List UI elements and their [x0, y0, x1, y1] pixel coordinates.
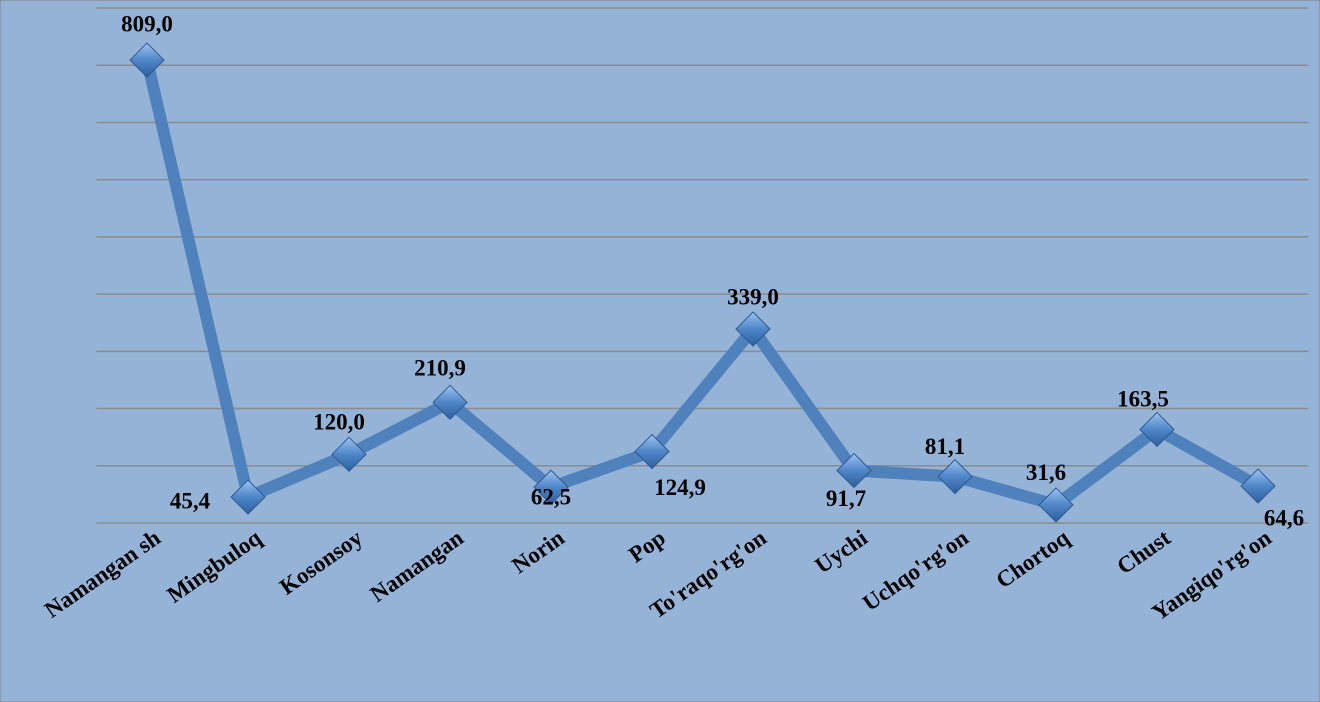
- marker: [230, 479, 266, 515]
- data-label: 31,6: [1026, 460, 1066, 485]
- marker: [1240, 468, 1276, 504]
- data-label: 124,9: [654, 475, 706, 500]
- marker: [735, 311, 771, 347]
- data-label: 91,7: [826, 486, 866, 511]
- data-label: 64,6: [1264, 505, 1304, 530]
- data-label: 62,5: [531, 485, 571, 510]
- marker: [432, 384, 468, 421]
- data-label: 81,1: [925, 434, 965, 459]
- marker: [937, 458, 973, 495]
- marker: [533, 469, 569, 505]
- marker: [634, 433, 670, 470]
- data-line: [141, 58, 1261, 511]
- data-label: 809,0: [121, 11, 173, 36]
- marker: [129, 42, 165, 78]
- marker: [1139, 411, 1175, 448]
- marker: [1038, 487, 1074, 523]
- data-label: 210,9: [414, 356, 466, 381]
- marker: [836, 452, 872, 489]
- data-label: 339,0: [727, 284, 779, 309]
- data-label: 120,0: [313, 410, 365, 435]
- data-label: 45,4: [170, 488, 211, 513]
- data-label: 163,5: [1117, 387, 1169, 412]
- marker: [331, 436, 367, 473]
